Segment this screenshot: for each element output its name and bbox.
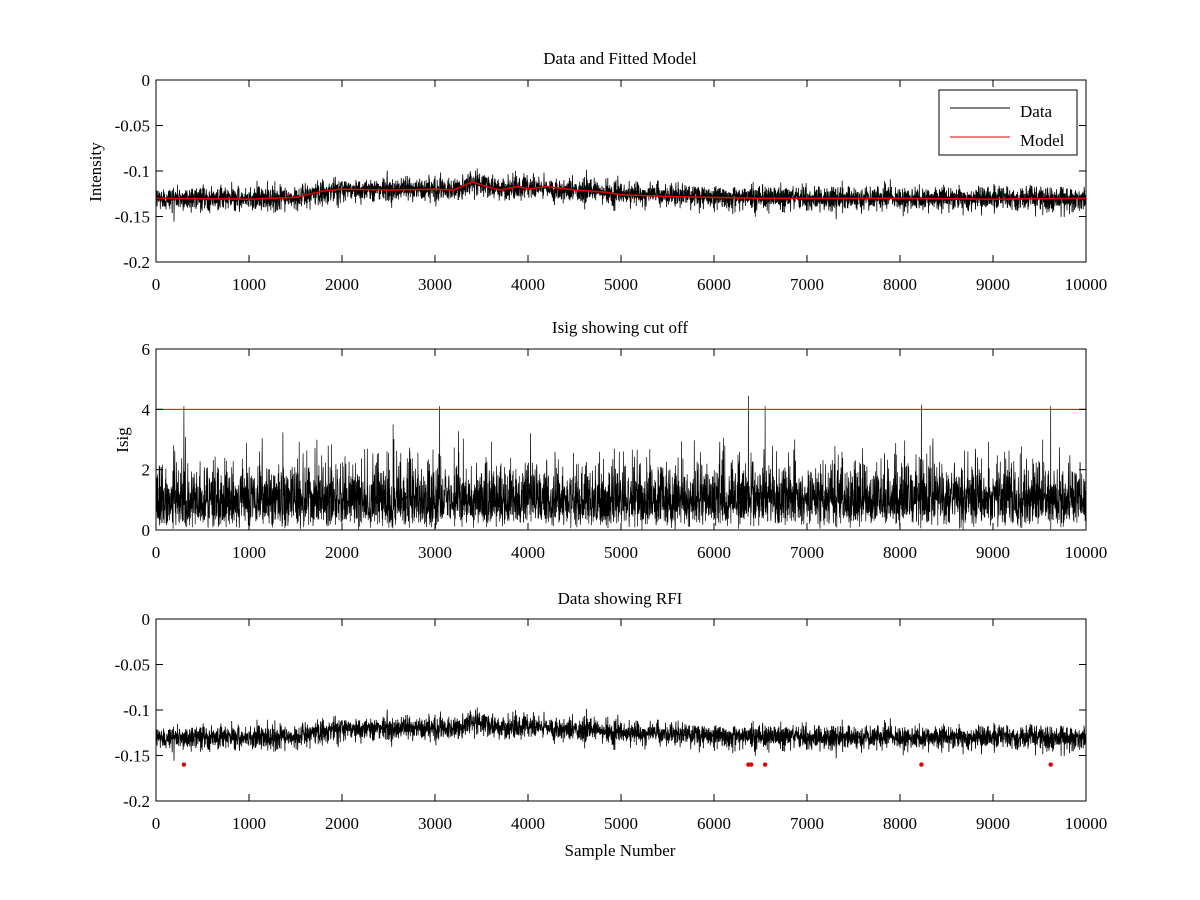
- x-tick-label: 2000: [325, 814, 359, 833]
- x-tick-label: 10000: [1065, 275, 1108, 294]
- x-axis-label: Sample Number: [565, 841, 676, 860]
- y-tick-label: -0.05: [115, 656, 150, 675]
- chart-title: Data showing RFI: [558, 589, 683, 608]
- y-tick-label: -0.2: [123, 792, 150, 811]
- y-tick-label: -0.05: [115, 117, 150, 136]
- y-tick-label: -0.15: [115, 747, 150, 766]
- y-tick-label: 0: [142, 521, 151, 540]
- legend-label-data: Data: [1020, 102, 1053, 121]
- x-tick-label: 1000: [232, 814, 266, 833]
- x-tick-label: 8000: [883, 543, 917, 562]
- rfi-point: [919, 762, 924, 767]
- legend: Data Model: [938, 89, 1078, 156]
- x-tick-label: 2000: [325, 543, 359, 562]
- x-tick-label: 6000: [697, 814, 731, 833]
- x-tick-label: 7000: [790, 543, 824, 562]
- x-tick-label: 3000: [418, 814, 452, 833]
- y-tick-label: 4: [142, 400, 151, 419]
- x-tick-label: 5000: [604, 543, 638, 562]
- x-tick-label: 1000: [232, 543, 266, 562]
- x-tick-label: 5000: [604, 814, 638, 833]
- x-tick-label: 4000: [511, 275, 545, 294]
- rfi-point: [1048, 762, 1053, 767]
- x-tick-label: 9000: [976, 275, 1010, 294]
- x-tick-label: 0: [152, 275, 161, 294]
- x-tick-label: 10000: [1065, 543, 1108, 562]
- panel-isig-showing-cut-off: Isig showing cut off Isig 0 1000 2000 3000 4…: [113, 318, 1107, 562]
- x-tick-label: 9000: [976, 814, 1010, 833]
- x-tick-label: 1000: [232, 275, 266, 294]
- x-tick-label: 6000: [697, 543, 731, 562]
- chart-title: Data and Fitted Model: [543, 49, 697, 68]
- legend-label-model: Model: [1020, 131, 1065, 150]
- x-tick-label: 7000: [790, 814, 824, 833]
- x-tick-label: 6000: [697, 275, 731, 294]
- x-tick-label: 0: [152, 543, 161, 562]
- y-tick-label: -0.2: [123, 253, 150, 272]
- y-tick-label: 0: [142, 610, 151, 629]
- y-tick-label: -0.15: [115, 208, 150, 227]
- x-tick-label: 7000: [790, 275, 824, 294]
- x-tick-label: 9000: [976, 543, 1010, 562]
- x-tick-label: 4000: [511, 543, 545, 562]
- y-axis-label: Isig: [113, 427, 132, 453]
- series-line-model: [155, 181, 1087, 201]
- x-tick-label: 3000: [418, 275, 452, 294]
- series-line-data: [155, 168, 1087, 222]
- plot-area: [156, 80, 1086, 262]
- x-tick-label: 8000: [883, 275, 917, 294]
- chart-title: Isig showing cut off: [552, 318, 688, 337]
- series-line-data: [155, 707, 1087, 761]
- x-tick-label: 10000: [1065, 814, 1108, 833]
- rfi-point: [762, 762, 768, 767]
- rfi-point: [181, 762, 187, 767]
- rfi-point: [749, 762, 754, 767]
- series-line-isig: [155, 395, 1087, 530]
- panel-data-and-fitted-model: Data and Fitted Model Intensity 0 1000 200…: [86, 49, 1107, 294]
- x-tick-label: 3000: [418, 543, 452, 562]
- y-tick-label: 2: [142, 461, 151, 480]
- plot-area: [156, 619, 1086, 801]
- x-tick-label: 0: [152, 814, 161, 833]
- panel-data-showing-rfi: Data showing RFI Sample Number 0 1000 2000…: [115, 589, 1108, 860]
- x-tick-label: 8000: [883, 814, 917, 833]
- x-tick-label: 4000: [511, 814, 545, 833]
- legend-box: [938, 89, 1078, 156]
- y-tick-label: -0.1: [123, 162, 150, 181]
- y-tick-label: 6: [142, 340, 151, 359]
- y-axis-label: Intensity: [86, 142, 105, 202]
- x-tick-label: 5000: [604, 275, 638, 294]
- y-tick-label: -0.1: [123, 701, 150, 720]
- x-tick-label: 2000: [325, 275, 359, 294]
- y-tick-label: 0: [142, 71, 151, 90]
